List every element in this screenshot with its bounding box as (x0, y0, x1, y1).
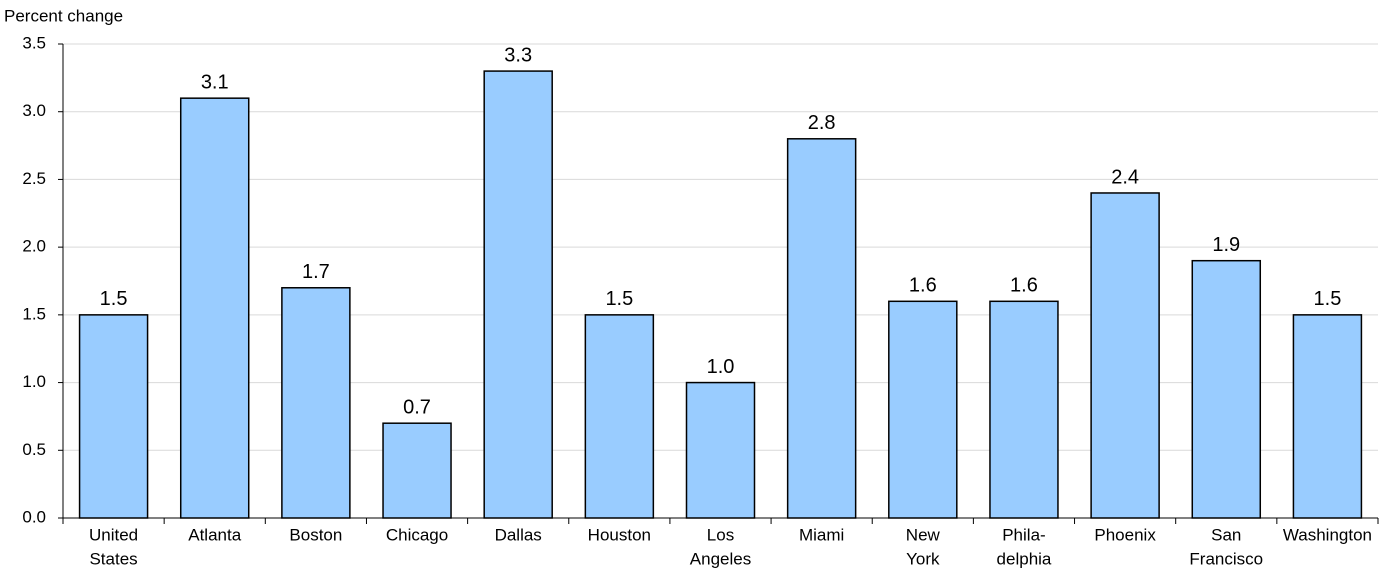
y-tick-label: 2.5 (22, 169, 46, 188)
value-label: 1.5 (605, 288, 633, 310)
y-tick-label: 1.0 (22, 372, 46, 391)
y-tick-label: 0.5 (22, 440, 46, 459)
x-tick-label: States (89, 549, 137, 568)
y-tick-label: 3.5 (22, 33, 46, 52)
y-axis-label: Percent change (4, 6, 123, 25)
value-label: 1.0 (707, 356, 735, 378)
x-tick-label: Dallas (495, 525, 542, 544)
bar (483, 70, 553, 519)
x-tick-label: San (1211, 525, 1241, 544)
y-tick-label: 2.0 (22, 237, 46, 256)
x-tick-label: Washington (1283, 525, 1372, 544)
bar (1191, 259, 1262, 519)
x-tick-label: United (89, 525, 138, 544)
bar (989, 300, 1059, 519)
bar (786, 138, 857, 519)
value-label: 1.5 (100, 288, 128, 310)
value-label: 2.8 (808, 112, 836, 134)
x-tick-label: Boston (289, 525, 342, 544)
bar (179, 97, 250, 519)
x-tick-label: Phoenix (1094, 525, 1156, 544)
x-tick-label: Chicago (386, 525, 448, 544)
x-tick-label: Atlanta (188, 525, 241, 544)
x-tick-label: Francisco (1189, 549, 1263, 568)
bar (1090, 192, 1160, 519)
value-label: 0.7 (403, 396, 431, 418)
value-label: 1.5 (1314, 288, 1342, 310)
y-tick-label: 1.5 (22, 304, 46, 323)
value-label: 1.6 (1010, 275, 1038, 297)
x-tick-label: York (906, 549, 940, 568)
x-tick-label: Houston (588, 525, 651, 544)
bar (584, 314, 655, 519)
value-label: 2.4 (1111, 166, 1139, 188)
bar (78, 314, 149, 519)
y-tick-label: 3.0 (22, 101, 46, 120)
value-label: 3.1 (201, 71, 229, 93)
x-tick-label: Los (707, 525, 734, 544)
value-label: 1.6 (909, 275, 937, 297)
x-tick-label: Miami (799, 525, 844, 544)
value-label: 3.3 (504, 44, 532, 66)
bar (281, 287, 351, 519)
bar (382, 422, 452, 519)
x-tick-label: Angeles (690, 549, 751, 568)
bar (685, 381, 756, 519)
bar (888, 300, 958, 519)
bar (1292, 314, 1363, 519)
x-tick-label: Phila- (1002, 525, 1045, 544)
value-label: 1.9 (1212, 234, 1240, 256)
y-tick-label: 0.0 (22, 507, 46, 526)
x-tick-label: New (906, 525, 941, 544)
value-label: 1.7 (302, 261, 330, 283)
x-tick-label: delphia (997, 549, 1052, 568)
